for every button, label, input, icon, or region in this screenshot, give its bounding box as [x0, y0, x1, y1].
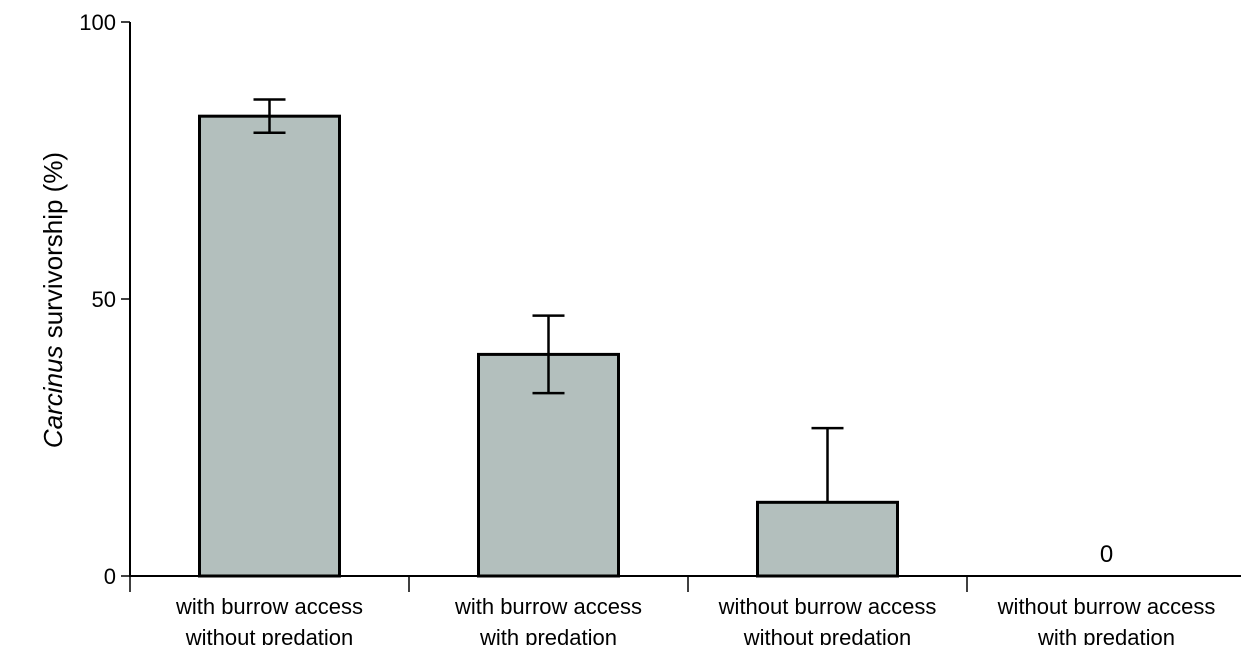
x-tick-label-3: without burrow access without predation: [718, 594, 937, 645]
y-tick-label-0: 0: [104, 564, 116, 589]
y-axis-label-italic: Carcinus: [38, 346, 68, 449]
x-tick-label-2: with burrow access with predation: [454, 594, 642, 645]
labels-group: 0 0 50 100 with burrow access without predati…: [79, 10, 1215, 645]
y-tick-label-50: 50: [92, 287, 116, 312]
value-label-4: 0: [1100, 541, 1113, 568]
x-tick-label-3-line-2: without predation: [743, 625, 912, 645]
x-tick-label-4-line-2: with predation: [1037, 625, 1175, 645]
x-tick-label-4: without burrow access with predation: [997, 594, 1216, 645]
x-tick-label-1-line-1: with burrow access: [175, 594, 363, 619]
y-axis-label: Carcinus survivorship (%): [38, 152, 68, 448]
x-tick-label-1-line-2: without predation: [185, 625, 354, 645]
axes-group: [121, 21, 1241, 592]
x-tick-label-1: with burrow access without predation: [175, 594, 363, 645]
bar-3: [756, 500, 899, 578]
bar-1: [198, 114, 341, 578]
x-tick-label-2-line-2: with predation: [479, 625, 617, 645]
x-tick-label-3-line-1: without burrow access: [718, 594, 937, 619]
error-bars-group: [253, 98, 844, 503]
x-tick-label-2-line-1: with burrow access: [454, 594, 642, 619]
y-tick-label-100: 100: [79, 10, 116, 35]
y-axis-label-rest: survivorship (%): [38, 152, 68, 346]
x-tick-label-4-line-1: without burrow access: [997, 594, 1216, 619]
